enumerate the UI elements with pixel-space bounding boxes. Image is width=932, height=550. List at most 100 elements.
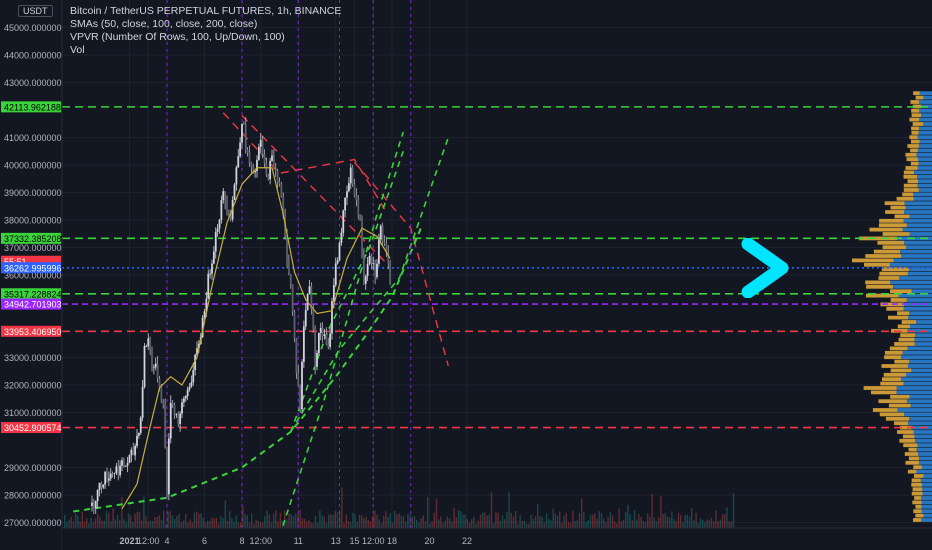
volume-bar xyxy=(706,519,708,528)
vp-row-down xyxy=(911,289,932,294)
volume-bar xyxy=(449,518,451,528)
candle-body xyxy=(329,333,332,347)
volume-bar xyxy=(127,513,130,528)
price-label-badge xyxy=(1,298,61,310)
volume-bar xyxy=(713,521,715,528)
price-label-text: 35317.228824 xyxy=(4,289,62,299)
volume-bar xyxy=(336,511,339,528)
candle-body xyxy=(175,414,178,415)
vp-row-down xyxy=(908,421,932,426)
volume-bar xyxy=(123,519,125,528)
vp-row-down xyxy=(919,108,932,113)
volume-bar xyxy=(97,513,99,528)
volume-bar xyxy=(394,510,396,528)
candle-body xyxy=(250,163,253,167)
volume-bar xyxy=(671,511,673,528)
volume-bar xyxy=(378,519,380,528)
vp-row-down xyxy=(909,416,932,421)
volume-bar xyxy=(581,498,583,528)
volume-bar xyxy=(248,522,251,528)
volume-bar xyxy=(728,521,730,528)
volume-bar xyxy=(222,517,224,528)
vp-row-down xyxy=(906,298,932,302)
vp-row-down xyxy=(910,403,932,408)
vp-row-up xyxy=(900,333,916,338)
volume-bar xyxy=(99,516,101,528)
candle-body xyxy=(312,308,315,329)
volume-bar xyxy=(277,521,279,528)
candle-body xyxy=(353,184,356,196)
volume-bar xyxy=(372,515,374,528)
volume-bar xyxy=(347,521,350,528)
candle-body xyxy=(265,163,268,176)
candle-body xyxy=(184,396,187,399)
volume-bar xyxy=(266,510,268,528)
currency-badge[interactable]: USDT xyxy=(18,5,53,17)
volume-bar xyxy=(702,519,704,528)
candle-body xyxy=(173,404,176,415)
vp-row-down xyxy=(909,359,932,364)
vp-row-up xyxy=(911,478,921,483)
volume-bar xyxy=(361,515,363,528)
vp-row-up xyxy=(911,126,920,131)
volume-bar xyxy=(119,520,121,528)
vp-row-up xyxy=(912,122,923,126)
candle-body xyxy=(137,432,140,436)
vp-row-up xyxy=(890,368,912,373)
candle-body xyxy=(194,354,197,371)
volume-bar xyxy=(429,523,431,528)
price-label-text: 37332.385208 xyxy=(4,234,62,244)
volume-bar xyxy=(539,515,541,528)
volume-bar xyxy=(605,522,607,528)
volume-bar xyxy=(369,521,372,528)
candle-body xyxy=(158,378,161,387)
volume-bar xyxy=(464,514,466,528)
candle-body xyxy=(377,239,380,264)
candle-body xyxy=(349,167,352,184)
vp-row-down xyxy=(918,179,932,184)
vp-row-up xyxy=(873,249,901,254)
price-label-badge xyxy=(1,262,61,274)
candle-body xyxy=(346,191,348,198)
price-label-text: 30452.900574 xyxy=(4,423,62,433)
volume-bar xyxy=(675,521,677,528)
vp-row-up xyxy=(903,170,915,175)
volume-bar xyxy=(422,515,424,528)
volume-bar xyxy=(193,512,196,528)
volume-bar xyxy=(77,515,79,528)
price-label-text: 55:51 xyxy=(4,257,27,267)
volume-bar xyxy=(160,519,163,528)
volume-bar xyxy=(132,522,134,528)
volume-bar xyxy=(237,522,240,528)
vp-row-up xyxy=(915,95,924,100)
grid xyxy=(62,0,932,528)
price-tick-label: 38000.000000 xyxy=(4,216,62,226)
volume-bar xyxy=(383,515,385,528)
volume-bar xyxy=(530,514,532,528)
volume-bar xyxy=(275,510,277,528)
volume-bar xyxy=(697,523,699,528)
volume-bar xyxy=(545,513,548,528)
candle-body xyxy=(115,466,118,474)
price-axis[interactable]: 45000.000000 44000.000000 43000.000000 4100… xyxy=(0,0,63,550)
candle-body xyxy=(203,311,206,318)
volume-bar xyxy=(523,520,526,528)
volume-bar xyxy=(145,516,147,528)
volume-bar xyxy=(732,493,735,528)
volume-bar xyxy=(66,521,68,528)
volume-bar xyxy=(442,523,444,528)
volume-bar xyxy=(255,519,257,528)
candle-body xyxy=(282,196,285,217)
candle-body xyxy=(154,363,157,368)
volume-bar xyxy=(345,514,347,528)
time-tick-label: 12:00 xyxy=(249,536,272,546)
vp-row-up xyxy=(913,465,922,470)
volume-bar xyxy=(334,511,336,528)
volume-bar xyxy=(669,517,671,528)
candle-body xyxy=(166,447,168,495)
time-tick-label: 13 xyxy=(331,536,341,546)
volume-bar xyxy=(600,513,603,528)
vp-row-down xyxy=(918,188,932,192)
chevron-right-icon xyxy=(741,238,789,298)
